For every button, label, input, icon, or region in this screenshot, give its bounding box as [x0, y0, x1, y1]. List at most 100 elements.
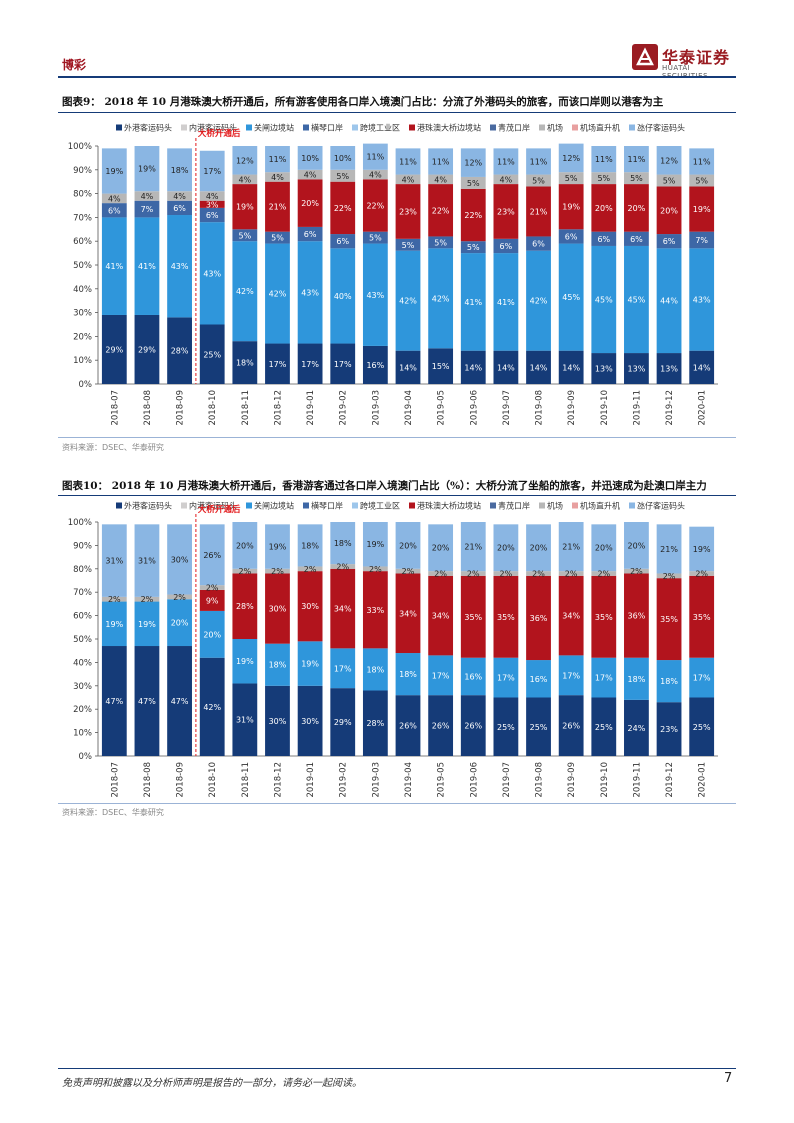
bar-segment: [656, 248, 682, 354]
bar-segment: [297, 524, 323, 567]
data-label: 26%: [464, 722, 482, 731]
bar-segment: [493, 657, 519, 698]
data-label: 20%: [628, 204, 646, 213]
bar-segment: [428, 524, 454, 572]
bar-segment: [493, 524, 519, 572]
bar-segment: [297, 571, 323, 642]
bar-segment: [460, 522, 486, 572]
x-tick-label: 2019-03: [371, 390, 381, 426]
bar-segment: [330, 564, 356, 569]
bar-segment: [493, 350, 519, 384]
bar-segment: [134, 146, 160, 192]
x-tick-label: 2019-07: [502, 762, 512, 798]
data-label: 18%: [334, 539, 352, 548]
figure-9-source: 资料来源：DSEC、华泰研究: [62, 443, 164, 452]
bar-segment: [199, 585, 225, 590]
data-label: 19%: [693, 545, 711, 554]
bar-segment: [330, 648, 356, 689]
data-label: 13%: [660, 365, 678, 374]
bar-segment: [330, 234, 356, 249]
data-label: 4%: [141, 192, 154, 201]
bar-segment: [232, 573, 258, 639]
bar-segment: [624, 573, 649, 658]
data-label: 26%: [432, 722, 450, 731]
bar-segment: [330, 146, 356, 170]
legend-swatch: [181, 124, 187, 131]
x-tick-label: 2018-07: [110, 390, 120, 426]
figure-9-bottom-divider: [58, 437, 736, 438]
bar-segment: [558, 350, 584, 384]
x-tick-label: 2019-11: [632, 762, 642, 798]
bar-segment: [395, 568, 421, 574]
data-label: 42%: [399, 297, 417, 306]
y-tick-label: 50%: [73, 261, 92, 271]
x-tick-label: 2019-08: [535, 762, 545, 798]
bar-segment: [199, 610, 225, 658]
x-tick-label: 2018-07: [110, 762, 120, 798]
bar-segment: [428, 184, 454, 237]
bar-segment: [199, 207, 225, 223]
data-label: 2%: [304, 565, 317, 574]
x-tick-label: 2018-09: [176, 762, 186, 798]
x-tick-label: 2019-05: [437, 762, 447, 798]
data-label: 19%: [105, 167, 123, 176]
bar-segment: [134, 200, 160, 218]
data-label: 33%: [366, 606, 384, 615]
data-label: 11%: [432, 157, 450, 166]
data-label: 20%: [660, 206, 678, 215]
data-label: 5%: [369, 234, 382, 243]
bar-segment: [526, 524, 551, 572]
legend-swatch: [539, 502, 545, 509]
bar-segment: [101, 524, 127, 597]
bar-segment: [460, 571, 486, 576]
data-label: 43%: [203, 269, 221, 278]
y-tick-label: 70%: [73, 588, 92, 598]
x-tick-label: 2019-08: [535, 390, 545, 426]
data-label: 30%: [301, 602, 319, 611]
data-label: 5%: [434, 238, 447, 247]
bar-segment: [330, 343, 356, 384]
x-tick-label: 2019-09: [567, 390, 577, 426]
bar-segment: [689, 350, 715, 384]
bar-segment: [199, 589, 225, 611]
data-label: 16%: [464, 672, 482, 681]
bar-segment: [689, 148, 715, 175]
data-label: 11%: [497, 157, 515, 166]
x-tick-label: 2019-12: [665, 390, 675, 426]
y-tick-label: 40%: [73, 658, 92, 668]
data-label: 44%: [660, 297, 678, 306]
data-label: 29%: [334, 718, 352, 727]
y-tick-label: 50%: [73, 635, 92, 645]
data-label: 21%: [464, 543, 482, 552]
bar-segment: [591, 146, 617, 173]
data-label: 25%: [203, 350, 221, 359]
bar-segment: [689, 571, 715, 576]
bar-segment: [265, 685, 290, 756]
data-label: 6%: [108, 206, 121, 215]
data-label: 19%: [366, 540, 384, 549]
bar-segment: [232, 639, 258, 684]
bar-segment: [265, 568, 290, 574]
data-label: 2%: [597, 569, 610, 578]
bar-segment: [199, 191, 225, 201]
bar-segment: [591, 245, 617, 354]
legend-label: 机场: [547, 501, 563, 511]
data-label: 7%: [695, 236, 708, 245]
data-label: 17%: [562, 671, 580, 680]
legend-swatch: [572, 124, 578, 131]
data-label: 6%: [336, 237, 349, 246]
data-label: 36%: [530, 614, 548, 623]
data-label: 16%: [530, 675, 548, 684]
legend-swatch: [181, 502, 187, 509]
bar-segment: [558, 243, 584, 351]
bar-segment: [591, 353, 617, 384]
bar-segment: [362, 143, 388, 170]
bar-segment: [232, 341, 258, 384]
data-label: 43%: [693, 296, 711, 305]
bar-segment: [624, 353, 649, 384]
bar-segment: [265, 573, 290, 644]
bar-segment: [558, 695, 584, 756]
bar-segment: [395, 573, 421, 654]
bar-segment: [526, 571, 551, 576]
x-tick-label: 2020-01: [698, 762, 708, 798]
